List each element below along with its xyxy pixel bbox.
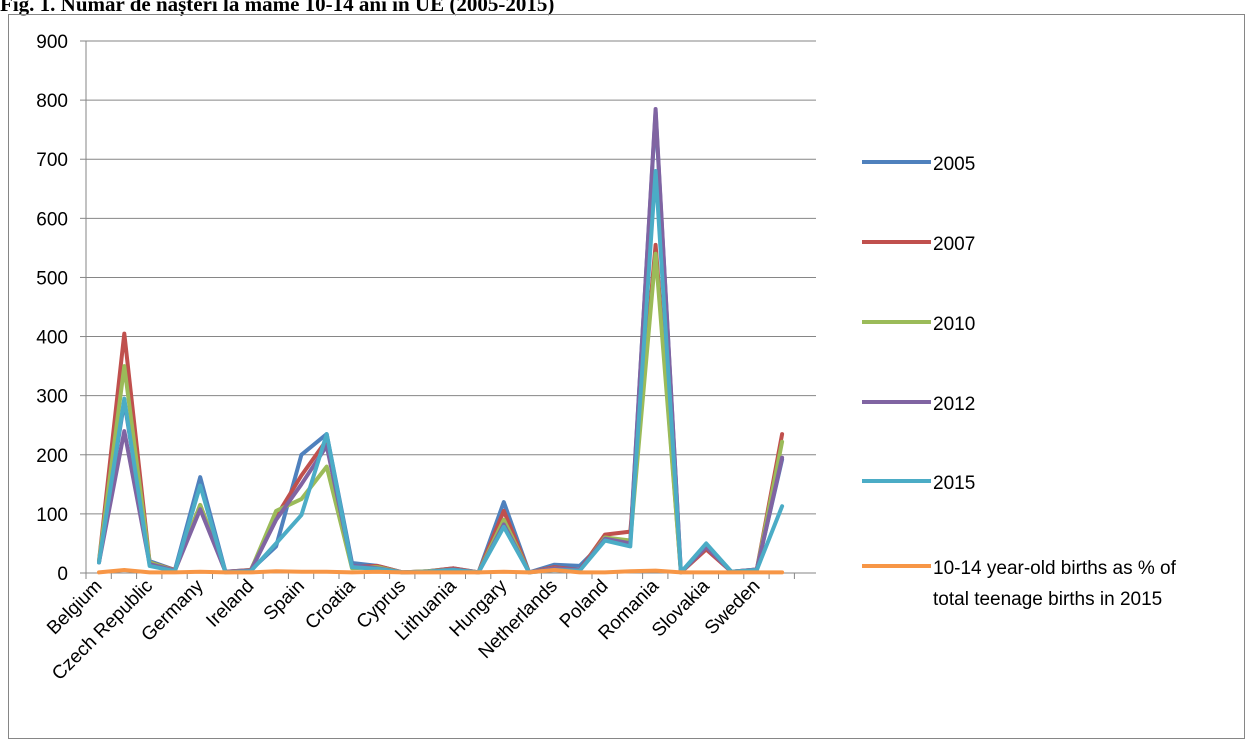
legend-label: 2005 xyxy=(933,154,975,175)
y-tick-label: 600 xyxy=(36,209,68,230)
chart-frame xyxy=(8,14,1245,739)
x-tick-label: Croatia xyxy=(301,575,359,633)
x-tick-label: Slovakia xyxy=(648,575,714,641)
legend-label: 2010 xyxy=(933,314,975,335)
y-tick-label: 200 xyxy=(36,446,68,467)
legend-label: 2007 xyxy=(933,234,975,255)
legend-label: 2012 xyxy=(933,394,975,415)
y-tick-label: 300 xyxy=(36,387,68,408)
gridlines xyxy=(80,40,816,574)
y-tick-label: 700 xyxy=(36,150,68,171)
series-line-1 xyxy=(97,109,785,575)
y-tick-label: 500 xyxy=(36,268,68,289)
x-tick-label: Ireland xyxy=(202,576,258,632)
y-tick-label: 400 xyxy=(36,328,68,349)
legend-label: 2015 xyxy=(933,473,975,494)
figure-title: Fig. 1. Număr de nașteri la mame 10-14 a… xyxy=(0,0,555,16)
y-tick-label: 0 xyxy=(57,564,68,585)
y-tick-label: 100 xyxy=(36,505,68,526)
legend-label: 10-14 year-old births as % of xyxy=(933,558,1177,579)
legend: 2005 2007 2010 2012 2015 10-14 year-old birth… xyxy=(862,154,1177,610)
y-axis-ticks: 0 100 200 300 400 500 600 700 800 900 xyxy=(36,32,68,585)
y-tick-label: 800 xyxy=(36,91,68,112)
series-line-4 xyxy=(97,107,785,575)
series-line-6 xyxy=(97,568,785,575)
legend-label: total teenage births in 2015 xyxy=(933,589,1162,610)
y-tick-label: 900 xyxy=(36,32,68,53)
series-lines xyxy=(97,107,785,575)
x-tick-label: Sweden xyxy=(701,576,764,639)
